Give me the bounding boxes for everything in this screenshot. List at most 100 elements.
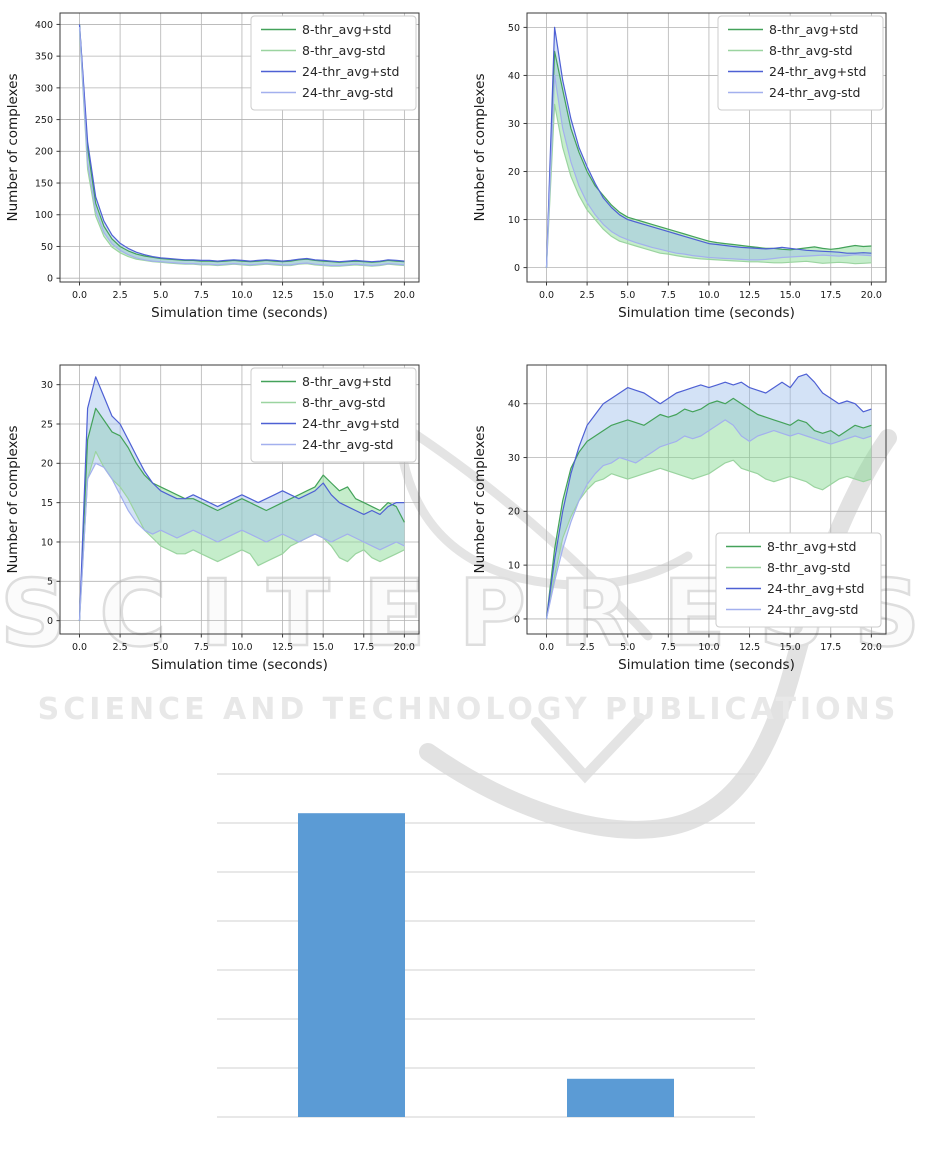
- line-chart-top-right: 0.0 2.5 5.0 7.5 10.0 12.5 15.0 17.5 20.0 0 10 20 30 4…: [467, 0, 937, 330]
- svg-text:10: 10: [508, 215, 520, 226]
- svg-text:20.0: 20.0: [394, 642, 415, 653]
- svg-text:5.0: 5.0: [153, 290, 168, 301]
- svg-text:5.0: 5.0: [153, 642, 168, 653]
- svg-text:30: 30: [508, 119, 520, 130]
- svg-text:15.0: 15.0: [313, 290, 334, 301]
- svg-text:350: 350: [35, 52, 53, 63]
- svg-text:12.5: 12.5: [739, 642, 760, 653]
- legend-item-label: 8-thr_avg-std: [302, 395, 386, 410]
- series-24-thr_avg+std: [545, 26, 872, 268]
- line-chart-middle-left: 0.0 2.5 5.0 7.5 10.0 12.5 15.0 17.5 20.0 0 5 10 15 20…: [0, 352, 470, 682]
- svg-text:250: 250: [35, 115, 53, 126]
- y-axis-label: Number of complexes: [472, 426, 488, 574]
- y-axis-label: Number of complexes: [5, 74, 21, 222]
- svg-text:10.0: 10.0: [698, 642, 719, 653]
- svg-text:40: 40: [508, 71, 520, 82]
- legend-item-label: 8-thr_avg+std: [769, 22, 859, 37]
- svg-text:5: 5: [47, 577, 53, 588]
- svg-text:0: 0: [514, 263, 520, 274]
- svg-text:100: 100: [35, 210, 53, 221]
- legend-item-label: 24-thr_avg+std: [302, 416, 399, 431]
- legend-item-label: 8-thr_avg+std: [767, 539, 857, 554]
- svg-text:50: 50: [41, 242, 53, 253]
- svg-text:10.0: 10.0: [231, 290, 252, 301]
- series-8-thr_avg+std: [78, 407, 405, 621]
- svg-text:7.5: 7.5: [194, 642, 209, 653]
- svg-text:17.5: 17.5: [353, 290, 374, 301]
- svg-text:10: 10: [508, 561, 520, 572]
- svg-text:5.0: 5.0: [620, 290, 635, 301]
- svg-text:15.0: 15.0: [780, 642, 801, 653]
- legend: 8-thr_avg+std 8-thr_avg-std 24-thr_avg+std…: [715, 532, 882, 628]
- axis-ticks: 0.0 2.5 5.0 7.5 10.0 12.5 15.0 17.5 20.0 0 50 100 15…: [35, 20, 415, 301]
- series-24-thr_avg-std: [545, 74, 872, 268]
- svg-text:0.0: 0.0: [72, 642, 87, 653]
- svg-text:7.5: 7.5: [661, 290, 676, 301]
- legend-item-label: 8-thr_avg-std: [767, 560, 851, 575]
- svg-text:12.5: 12.5: [272, 290, 293, 301]
- svg-text:400: 400: [35, 20, 53, 31]
- bar-chart-bottom: [213, 760, 757, 1156]
- svg-text:300: 300: [35, 83, 53, 94]
- svg-text:12.5: 12.5: [739, 290, 760, 301]
- line-chart-top-left: 0.0 2.5 5.0 7.5 10.0 12.5 15.0 17.5 20.0 0 50 100 15…: [0, 0, 470, 330]
- x-axis-label: Simulation time (seconds): [151, 657, 328, 673]
- svg-text:50: 50: [508, 23, 520, 34]
- svg-text:5.0: 5.0: [620, 642, 635, 653]
- chart-canvas-top-right: 0.0 2.5 5.0 7.5 10.0 12.5 15.0 17.5 20.0 0 10 20 30 4…: [472, 12, 887, 321]
- x-axis-label: Simulation time (seconds): [618, 657, 795, 673]
- legend-item-label: 24-thr_avg-std: [302, 85, 393, 100]
- svg-text:15: 15: [41, 498, 53, 509]
- band-fill: [79, 24, 405, 266]
- axes-frame: [59, 12, 420, 283]
- legend-item-label: 8-thr_avg-std: [769, 43, 853, 58]
- legend-item-label: 8-thr_avg+std: [302, 22, 392, 37]
- svg-text:7.5: 7.5: [194, 290, 209, 301]
- series-8-thr_avg-std: [78, 29, 405, 267]
- svg-text:150: 150: [35, 178, 53, 189]
- svg-text:30: 30: [41, 380, 53, 391]
- svg-text:17.5: 17.5: [820, 290, 841, 301]
- svg-text:30: 30: [508, 453, 520, 464]
- svg-text:200: 200: [35, 147, 53, 158]
- svg-text:0: 0: [514, 614, 520, 625]
- legend: 8-thr_avg+std 8-thr_avg-std 24-thr_avg+std…: [250, 367, 417, 463]
- svg-text:17.5: 17.5: [820, 642, 841, 653]
- svg-text:12.5: 12.5: [272, 642, 293, 653]
- chart-canvas-middle-right: 0.0 2.5 5.0 7.5 10.0 12.5 15.0 17.5 20.0 0 10 20 30 4…: [472, 364, 887, 673]
- x-axis-label: Simulation time (seconds): [618, 305, 795, 321]
- legend: 8-thr_avg+std 8-thr_avg-std 24-thr_avg+std…: [250, 15, 417, 111]
- svg-text:7.5: 7.5: [661, 642, 676, 653]
- svg-text:0.0: 0.0: [539, 642, 554, 653]
- svg-text:20.0: 20.0: [861, 290, 882, 301]
- svg-text:2.5: 2.5: [113, 642, 128, 653]
- svg-text:10.0: 10.0: [698, 290, 719, 301]
- bar-2: [567, 1078, 674, 1117]
- axes-frame: [526, 12, 887, 283]
- chart-canvas-bottom-bar: [217, 773, 755, 1118]
- series-8-thr_avg-std: [545, 103, 872, 268]
- legend-item-label: 24-thr_avg-std: [767, 602, 858, 617]
- series-24-thr_avg-std: [78, 26, 405, 267]
- svg-text:20: 20: [508, 507, 520, 518]
- svg-text:20: 20: [508, 167, 520, 178]
- svg-text:0: 0: [47, 274, 53, 285]
- legend-item-label: 24-thr_avg+std: [302, 64, 399, 79]
- svg-text:10.0: 10.0: [231, 642, 252, 653]
- band-fill: [79, 408, 405, 621]
- svg-text:2.5: 2.5: [580, 642, 595, 653]
- svg-text:2.5: 2.5: [113, 290, 128, 301]
- y-axis-label: Number of complexes: [5, 426, 21, 574]
- series-24-thr_avg+std: [545, 373, 872, 619]
- svg-text:40: 40: [508, 399, 520, 410]
- series-8-thr_avg-std: [78, 450, 405, 621]
- series-24-thr_avg+std: [78, 376, 405, 621]
- line-chart-middle-right: 0.0 2.5 5.0 7.5 10.0 12.5 15.0 17.5 20.0 0 10 20 30 4…: [467, 352, 937, 682]
- svg-text:25: 25: [41, 419, 53, 430]
- legend-item-label: 24-thr_avg-std: [302, 437, 393, 452]
- legend-item-label: 8-thr_avg-std: [302, 43, 386, 58]
- legend: 8-thr_avg+std 8-thr_avg-std 24-thr_avg+std…: [717, 15, 884, 111]
- series-24-thr_avg+std: [78, 24, 405, 263]
- y-axis-label: Number of complexes: [472, 74, 488, 222]
